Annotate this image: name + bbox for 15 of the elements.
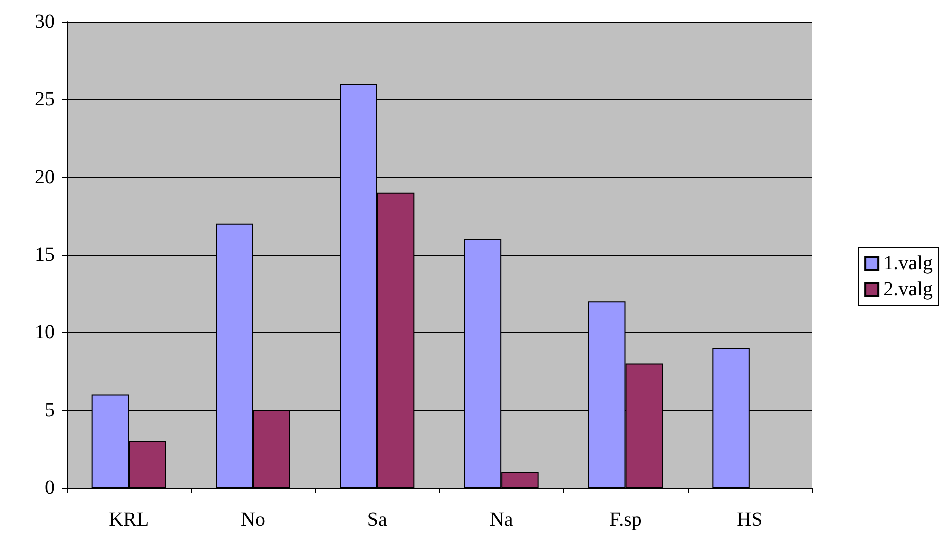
y-tick-label: 5 [45,399,55,422]
x-tick-label: Na [490,509,514,531]
legend-label: 1.valg [884,252,934,274]
x-tick-label: F.sp [610,509,642,531]
x-tick-label: KRL [109,509,150,531]
y-tick-label: 25 [35,88,55,111]
y-tick-label: 30 [35,11,55,33]
x-tick-label: No [241,509,266,531]
y-tick-label: 0 [45,477,55,499]
x-tick-label: Sa [367,509,388,531]
y-tick-label: 15 [35,244,55,266]
y-tick-label: 10 [35,322,55,344]
y-tick-label: 20 [35,166,55,188]
x-tick-label: HS [737,509,763,531]
legend-label: 2.valg [884,278,934,300]
